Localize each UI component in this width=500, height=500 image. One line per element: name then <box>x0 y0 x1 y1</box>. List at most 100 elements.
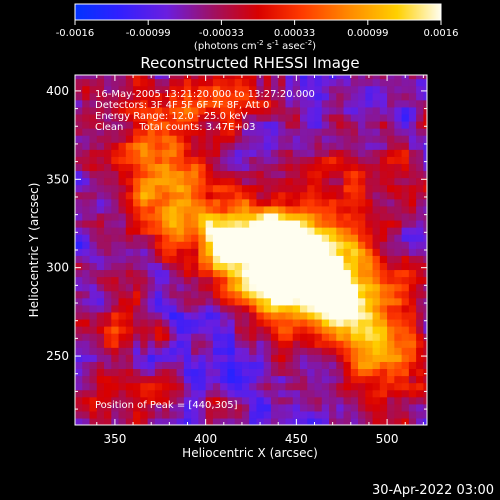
heatmap-cell <box>292 290 301 299</box>
heatmap-cell <box>234 205 243 214</box>
heatmap-cell <box>220 262 229 271</box>
heatmap-cell <box>372 276 381 285</box>
heatmap-cell <box>104 368 112 377</box>
heatmap-cell <box>227 382 236 391</box>
heatmap-cell <box>249 311 258 320</box>
heatmap-cell <box>227 403 236 412</box>
heatmap-cell <box>212 361 221 370</box>
heatmap-cell <box>401 333 410 341</box>
heatmap-cell <box>82 163 91 172</box>
heatmap-cell <box>278 375 287 384</box>
heatmap-cell <box>401 149 410 157</box>
heatmap-cell <box>140 234 149 242</box>
heatmap-cell <box>278 170 287 179</box>
heatmap-cell <box>336 283 345 292</box>
heatmap-cell <box>365 326 374 334</box>
heatmap-cell <box>234 347 243 355</box>
heatmap-cell <box>372 333 381 341</box>
heatmap-cell <box>125 177 134 186</box>
heatmap-cell <box>408 255 417 263</box>
heatmap-cell <box>220 354 229 362</box>
heatmap-cell <box>299 135 308 143</box>
heatmap-cell <box>241 78 250 87</box>
footer-date: 30-Apr-2022 03:00 <box>372 483 494 498</box>
heatmap-cell <box>147 382 156 391</box>
heatmap-cell <box>394 304 403 313</box>
heatmap-cell <box>176 311 185 320</box>
heatmap-cell <box>89 234 98 242</box>
heatmap-cell <box>147 219 156 228</box>
heatmap-cell <box>263 318 272 327</box>
heatmap-cell <box>205 156 214 164</box>
heatmap-cell <box>191 78 199 87</box>
heatmap-cell <box>118 276 127 285</box>
heatmap-cell <box>401 347 410 355</box>
heatmap-cell <box>299 128 308 136</box>
heatmap-cell <box>176 276 185 285</box>
heatmap-cell <box>111 99 120 108</box>
heatmap-cell <box>321 297 330 306</box>
heatmap-cell <box>256 375 265 384</box>
heatmap-cell <box>212 382 221 391</box>
heatmap-cell <box>270 106 279 115</box>
heatmap-cell <box>394 333 403 341</box>
heatmap-cell <box>249 276 258 285</box>
heatmap-cell <box>133 417 141 425</box>
heatmap-cell <box>220 205 229 214</box>
heatmap-cell <box>401 269 410 278</box>
heatmap-cell <box>329 269 337 278</box>
heatmap-cell <box>256 205 265 214</box>
heatmap-cell <box>329 92 337 101</box>
heatmap-cell <box>234 163 243 172</box>
heatmap-cell <box>140 375 149 384</box>
heatmap-cell <box>212 269 221 278</box>
heatmap-cell <box>416 375 424 384</box>
heatmap-cell <box>336 191 345 200</box>
heatmap-cell <box>104 255 112 263</box>
heatmap-cell <box>162 170 170 179</box>
heatmap-cell <box>416 311 424 320</box>
heatmap-cell <box>104 135 112 143</box>
heatmap-cell <box>365 198 374 207</box>
heatmap-cell <box>292 333 301 341</box>
heatmap-cell <box>220 403 229 412</box>
heatmap-cell <box>133 382 141 391</box>
heatmap-cell <box>220 106 229 115</box>
heatmap-cell <box>329 326 337 334</box>
heatmap-cell <box>343 318 352 327</box>
heatmap-cell <box>104 142 112 150</box>
heatmap-cell <box>423 241 427 249</box>
heatmap-cell <box>154 113 163 122</box>
heatmap-cell <box>285 113 294 122</box>
heatmap-cell <box>183 227 192 235</box>
colorbar-fill <box>74 3 442 21</box>
heatmap-cell <box>104 248 112 256</box>
heatmap-cell <box>176 191 185 200</box>
heatmap-cell <box>220 297 229 306</box>
heatmap-cell <box>147 198 156 207</box>
heatmap-cell <box>212 106 221 115</box>
heatmap-cell <box>125 75 134 80</box>
heatmap-cell <box>162 262 170 271</box>
heatmap-cell <box>321 99 330 108</box>
heatmap-cell <box>263 128 272 136</box>
heatmap-cell <box>285 318 294 327</box>
heatmap-cell <box>423 78 427 87</box>
heatmap-cell <box>285 205 294 214</box>
heatmap-cell <box>140 113 149 122</box>
heatmap-cell <box>372 255 381 263</box>
heatmap-cell <box>212 389 221 398</box>
heatmap-cell <box>82 184 91 193</box>
heatmap-cell <box>75 318 83 327</box>
heatmap-cell <box>133 248 141 256</box>
heatmap-cell <box>394 219 403 228</box>
heatmap-cell <box>336 396 345 405</box>
heatmap-cell <box>198 389 207 398</box>
heatmap-cell <box>285 354 294 362</box>
heatmap-cell <box>198 241 207 249</box>
heatmap-cell <box>358 304 366 313</box>
heatmap-cell <box>408 410 417 419</box>
heatmap-cell <box>256 347 265 355</box>
heatmap-cell <box>358 142 366 150</box>
